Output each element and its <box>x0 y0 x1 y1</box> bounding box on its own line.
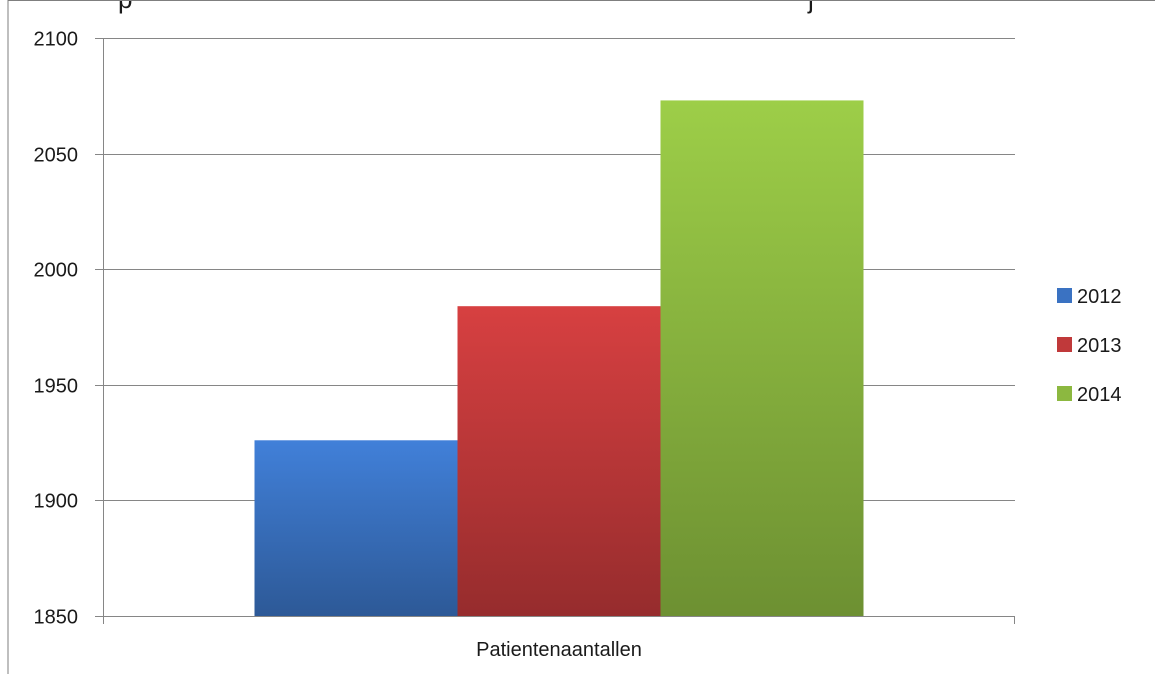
axes <box>7 0 1155 674</box>
bar-2014 <box>660 100 864 616</box>
legend-label: 2012 <box>1077 286 1122 308</box>
y-tick-label: 1850 <box>34 607 79 629</box>
bar-2013 <box>457 306 661 616</box>
y-tick-label: 2050 <box>34 145 79 167</box>
legend-swatch-2013 <box>1057 337 1072 352</box>
bars <box>254 100 864 616</box>
x-category-label: Patientenaantallen <box>476 639 642 661</box>
chart-title-fragments: pj <box>118 0 814 14</box>
y-tick-label: 2100 <box>34 29 79 51</box>
chart-title-fragment: j <box>807 0 814 14</box>
bar-2012 <box>254 440 458 616</box>
tick-labels: 1850 1900 1950 2000 2050 2100 Patientenaantall… <box>34 29 642 662</box>
legend-label: 2013 <box>1077 335 1122 357</box>
legend-swatch-2014 <box>1057 386 1072 401</box>
legend-swatch-2012 <box>1057 288 1072 303</box>
legend: 2012 2013 2014 <box>1057 286 1122 406</box>
legend-label: 2014 <box>1077 384 1122 406</box>
chart-title-fragment: p <box>118 0 132 14</box>
y-tick-label: 2000 <box>34 260 79 282</box>
y-tick-label: 1950 <box>34 376 79 398</box>
y-tick-label: 1900 <box>34 491 79 513</box>
